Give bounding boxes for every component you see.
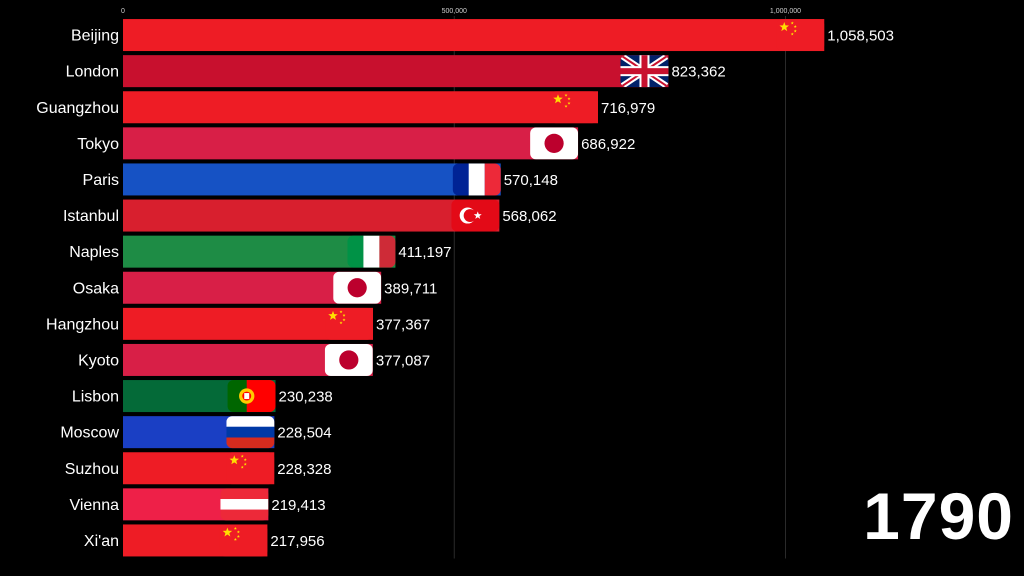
bar-row: Moscow 228,504 bbox=[60, 416, 332, 449]
bar-row: Xi'an 217,956 bbox=[84, 524, 325, 557]
japan-flag bbox=[333, 271, 382, 304]
city-label: Beijing bbox=[71, 28, 119, 45]
city-label: Guangzhou bbox=[36, 100, 119, 117]
austria-flag bbox=[220, 488, 269, 521]
japan-flag bbox=[530, 127, 579, 160]
city-label: Naples bbox=[69, 244, 119, 261]
bar-row: London 823,362 bbox=[66, 55, 726, 88]
bar bbox=[123, 91, 598, 124]
city-label: Vienna bbox=[69, 497, 119, 514]
bar bbox=[123, 199, 500, 232]
city-label: Osaka bbox=[73, 280, 119, 297]
x-axis-ticks: 0 500,000 1,000,000 bbox=[121, 8, 801, 15]
city-label: Istanbul bbox=[63, 208, 119, 225]
china-flag bbox=[776, 19, 825, 52]
city-label: Hangzhou bbox=[46, 316, 119, 333]
value-label: 228,504 bbox=[277, 425, 331, 442]
value-label: 377,087 bbox=[376, 352, 430, 369]
bar-row: Guangzhou 716,979 bbox=[36, 91, 655, 124]
city-label: Paris bbox=[83, 172, 119, 189]
bar-row: Beijing 1,058,503 bbox=[71, 19, 894, 52]
value-label: 411,197 bbox=[398, 244, 451, 261]
city-label: Lisbon bbox=[72, 389, 119, 406]
value-label: 377,367 bbox=[376, 316, 430, 333]
city-label: Moscow bbox=[60, 425, 119, 442]
russia-flag bbox=[226, 416, 275, 449]
value-label: 219,413 bbox=[271, 497, 325, 514]
bar bbox=[123, 163, 501, 196]
bar-row: Osaka 389,711 bbox=[73, 271, 437, 304]
value-label: 686,922 bbox=[581, 136, 635, 153]
value-label: 217,956 bbox=[270, 533, 324, 550]
x-tick-label: 1,000,000 bbox=[770, 8, 801, 15]
value-label: 230,238 bbox=[279, 389, 333, 406]
bar-row: Istanbul 568,062 bbox=[63, 199, 557, 232]
value-label: 389,711 bbox=[384, 280, 437, 297]
italy-flag bbox=[347, 235, 396, 268]
value-label: 568,062 bbox=[502, 208, 556, 225]
city-label: Tokyo bbox=[77, 136, 119, 153]
france-flag bbox=[452, 163, 501, 196]
value-label: 228,328 bbox=[277, 461, 331, 478]
japan-flag bbox=[324, 343, 373, 376]
city-label: Suzhou bbox=[65, 461, 119, 478]
bar-row: Suzhou 228,328 bbox=[65, 452, 332, 485]
value-label: 716,979 bbox=[601, 100, 655, 117]
china-flag bbox=[549, 91, 598, 124]
bars: Beijing 1,058,503 London 823,362 Guangzhou 71… bbox=[36, 19, 894, 557]
bar-row: Hangzhou 377,367 bbox=[46, 307, 430, 340]
x-tick-label: 0 bbox=[121, 8, 125, 15]
value-label: 570,148 bbox=[504, 172, 558, 189]
city-label: Xi'an bbox=[84, 533, 119, 550]
china-flag bbox=[219, 524, 268, 557]
bar bbox=[123, 127, 579, 160]
turkey-flag bbox=[451, 199, 500, 232]
bar-row: Tokyo 686,922 bbox=[77, 127, 635, 160]
value-label: 823,362 bbox=[671, 64, 725, 81]
china-flag bbox=[226, 452, 275, 485]
bar-row: Lisbon 230,238 bbox=[72, 380, 333, 413]
bar-row: Vienna 219,413 bbox=[69, 488, 326, 521]
portugal-flag bbox=[227, 380, 276, 413]
uk-flag bbox=[620, 55, 669, 88]
city-label: London bbox=[66, 64, 119, 81]
bar bbox=[123, 55, 669, 88]
city-label: Kyoto bbox=[78, 352, 119, 369]
bar-row: Kyoto 377,087 bbox=[78, 343, 430, 376]
bar bbox=[123, 19, 825, 52]
year-label: 1790 bbox=[863, 479, 1014, 553]
value-label: 1,058,503 bbox=[827, 28, 894, 45]
bar-row: Naples 411,197 bbox=[69, 235, 452, 268]
china-flag bbox=[325, 307, 374, 340]
x-tick-label: 500,000 bbox=[442, 8, 467, 15]
bar-row: Paris 570,148 bbox=[83, 163, 558, 196]
